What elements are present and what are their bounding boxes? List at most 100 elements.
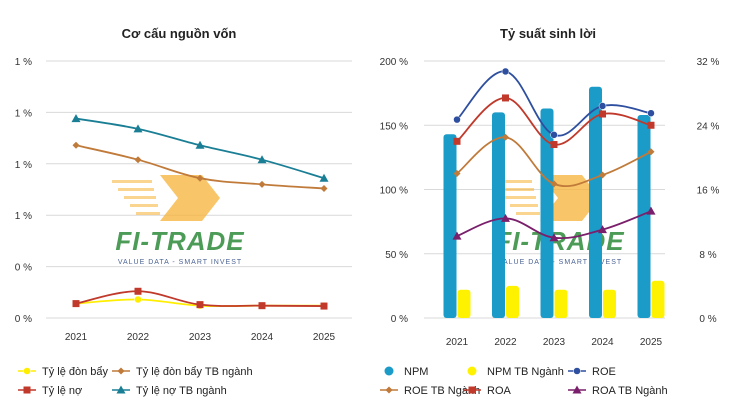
chart2-roe-tb-nganh-point <box>453 169 461 177</box>
chart2-roe-point <box>453 115 461 124</box>
watermark-stripe <box>136 212 160 215</box>
chart2-x-tick: 2023 <box>543 337 566 348</box>
chart2-npm-legend-label: NPM <box>404 366 428 378</box>
chart2-roa-tb-nganh-legend-label: ROA TB Ngành <box>592 385 668 397</box>
chart2-roe-tb-nganh-point <box>647 148 655 156</box>
chart2-roa-legend-marker <box>468 386 476 394</box>
chart2-roa-tb-nganh-point <box>452 231 462 240</box>
chart1-ty-le-no-tb-nganh-point <box>71 114 81 123</box>
chart2-x-tick: 2025 <box>640 337 663 348</box>
chart2-roe-point <box>598 102 607 110</box>
chart1-ty-le-don-bay-point <box>134 295 142 304</box>
chart2-y-left-tick: 200 % <box>380 57 408 68</box>
chart2-roe-tb-nganh-point <box>599 171 606 179</box>
chart1-x-tick: 2024 <box>251 332 274 343</box>
watermark-stripe <box>118 188 154 191</box>
chart1-ty-le-no-tb-nganh-point <box>319 173 329 182</box>
chart2-npm-tb-nganh-bar <box>651 280 665 318</box>
chart1-y-tick: 0 % <box>15 314 32 325</box>
chart2-y-right-tick: 16 % <box>697 186 720 197</box>
chart2-title: Tỷ suất sinh lời <box>500 26 596 41</box>
chart2-roe-legend-marker <box>573 367 581 375</box>
chart1-x-tick: 2025 <box>313 332 336 343</box>
chart2-roe-legend-label: ROE <box>592 366 616 378</box>
chart1-ty-le-no-point <box>72 300 80 308</box>
chart2-roe-tb-nganh-point <box>550 180 558 188</box>
chart1-ty-le-no-legend-marker <box>23 386 31 394</box>
chart1-ty-le-no-tb-nganh-legend-marker <box>116 385 126 394</box>
watermark: FI-TRADE VALUE DATA - SMART INVEST <box>112 175 244 266</box>
chart2-roa-tb-nganh-point <box>646 206 656 215</box>
chart2-npm-bar <box>443 134 457 318</box>
chart1-ty-le-no-tb-nganh-point <box>133 124 143 133</box>
chart2-roa-legend-label: ROA <box>487 385 512 397</box>
watermark-stripe <box>510 204 538 207</box>
chart2-roa-tb-nganh-point <box>598 225 607 234</box>
chart2-npm-tb-nganh-bar <box>603 289 616 318</box>
chart1-ty-le-don-bay-tb-nganh-legend-label: Tỷ lệ đòn bẩy TB ngành <box>136 366 253 378</box>
chart2-roe-point <box>647 109 655 117</box>
chart2-y-left-tick: 100 % <box>380 186 408 197</box>
chart2-npm-bar <box>637 114 651 318</box>
chart2-x-tick: 2022 <box>494 337 517 348</box>
chart2-npm-bar <box>492 112 505 319</box>
chart2-npm-legend-swatch <box>384 366 394 376</box>
watermark-stripe <box>112 180 152 183</box>
chart1-x-tick: 2022 <box>127 332 150 343</box>
chart2-roa-tb-nganh-point <box>549 233 559 242</box>
chart1-y-tick: 1 % <box>15 57 32 68</box>
chart1-ty-le-don-bay-tb-nganh-point <box>258 180 266 188</box>
chart2-y-right-tick: 8 % <box>699 250 716 261</box>
chart1-ty-le-don-bay-tb-nganh-point <box>196 174 204 182</box>
watermark-stripe <box>498 188 534 191</box>
chart1-ty-le-don-bay-legend-label: Tỷ lệ đòn bẩy <box>42 366 109 378</box>
chart2-roa-point <box>599 110 606 118</box>
chart2-y-right-tick: 0 % <box>699 314 716 325</box>
chart2-roe-point <box>550 131 558 139</box>
chart1-y-tick: 1 % <box>15 160 32 171</box>
chart2-roa-tb-nganh-legend-marker <box>572 385 582 394</box>
watermark-logo-icon <box>160 175 220 221</box>
chart2-y-right-tick: 24 % <box>697 121 720 132</box>
watermark-stripe <box>124 196 156 199</box>
chart1-y-tick: 1 % <box>15 211 32 222</box>
chart1-ty-le-no-point <box>134 287 142 295</box>
chart2-npm-tb-nganh-bar <box>506 285 519 318</box>
chart2-roe-tb-nganh-legend-marker <box>385 386 393 394</box>
chart1-title: Cơ cấu nguồn vốn <box>122 26 237 41</box>
chart1-ty-le-no-point <box>196 301 204 309</box>
chart2-npm-bar <box>589 86 602 318</box>
chart2-roe-point <box>501 67 510 76</box>
chart2-roa-tb-nganh-point <box>501 213 510 222</box>
watermark-brand: FI-TRADE <box>115 226 244 256</box>
chart2-roe-tb-nganh-legend-label: ROE TB Ngành <box>404 385 480 397</box>
chart1-x-tick: 2021 <box>65 332 88 343</box>
chart2-npm-bar <box>540 108 554 318</box>
chart2-roa-point <box>550 141 558 149</box>
chart1-y-tick: 0 % <box>15 263 32 274</box>
chart1-ty-le-don-bay-tb-nganh-point <box>72 141 80 149</box>
chart2-y-left-tick: 50 % <box>385 250 408 261</box>
chart2-roa-point <box>453 137 461 145</box>
chart1-ty-le-no-point <box>258 302 266 310</box>
chart1-ty-le-no-point <box>320 302 328 310</box>
chart2-y-right-tick: 32 % <box>697 57 720 68</box>
chart2-roe-line <box>456 70 652 137</box>
chart2-y-left-tick: 0 % <box>391 314 408 325</box>
chart1-ty-le-no-tb-nganh-point <box>257 155 267 164</box>
chart1-ty-le-no-legend-label: Tỷ lệ nợ <box>42 385 82 397</box>
chart1-ty-le-don-bay-legend-marker <box>23 367 31 375</box>
watermark-stripe <box>516 212 540 215</box>
watermark-tagline: VALUE DATA - SMART INVEST <box>118 259 242 266</box>
watermark-stripe <box>130 204 158 207</box>
watermark-stripe <box>504 196 536 199</box>
chart1-x-tick: 2023 <box>189 332 212 343</box>
chart1-ty-le-don-bay-tb-nganh-legend-marker <box>117 367 125 375</box>
chart2-roa-point <box>647 121 655 129</box>
chart2-npm-tb-nganh-legend-label: NPM TB Ngành <box>487 366 564 378</box>
chart1-ty-le-no-tb-nganh-point <box>195 140 205 149</box>
chart2-y-left-tick: 150 % <box>380 121 408 132</box>
chart1-ty-le-don-bay-tb-nganh-point <box>320 184 328 192</box>
